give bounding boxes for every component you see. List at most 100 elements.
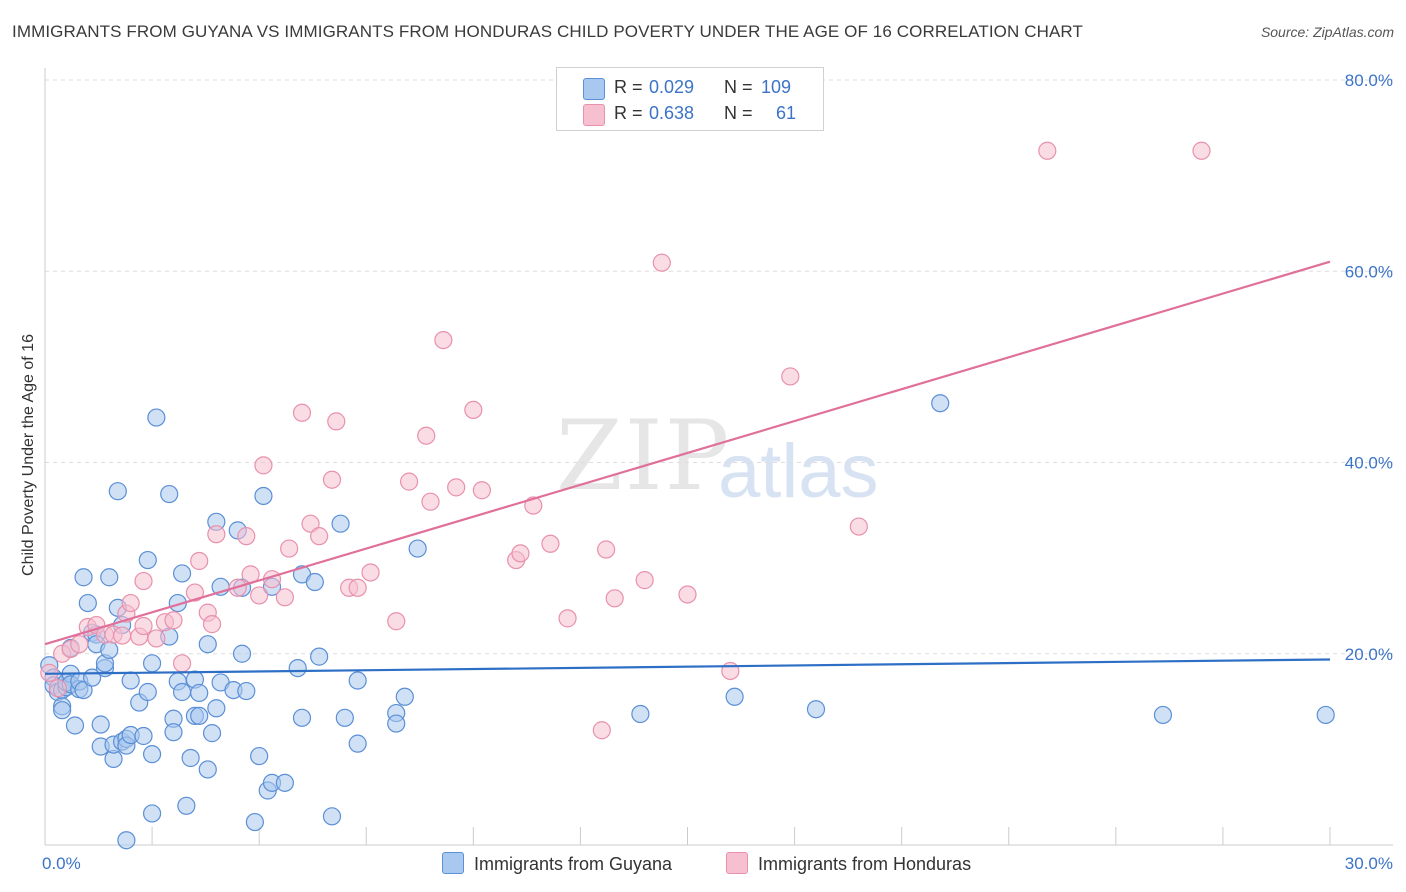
y-tick-labels: 20.0% 40.0% 60.0% 80.0% (1345, 71, 1393, 664)
point-guyana (117, 831, 136, 850)
point-guyana (305, 572, 324, 592)
point-honduras (447, 478, 466, 497)
point-guyana (91, 715, 110, 734)
legend-swatch-guyana (583, 78, 605, 100)
bottom-legend-honduras: Immigrants from Honduras (726, 852, 971, 875)
trend-lines (44, 260, 1331, 675)
point-guyana (631, 704, 650, 724)
point-honduras (310, 527, 329, 546)
legend-row-honduras: R = 0.638 N = 61 (557, 102, 823, 128)
point-honduras (541, 534, 560, 553)
point-honduras (635, 571, 654, 590)
point-guyana (172, 682, 192, 702)
point-guyana (207, 699, 226, 718)
series-guyana-points (40, 394, 1335, 850)
point-honduras (781, 367, 800, 386)
point-guyana (121, 671, 140, 690)
point-guyana (288, 658, 307, 678)
series-honduras-points (40, 141, 1211, 740)
point-guyana (164, 723, 183, 742)
point-guyana (198, 760, 217, 779)
point-honduras (348, 578, 367, 597)
point-guyana (408, 539, 427, 558)
watermark-atlas: atlas (718, 429, 879, 514)
point-honduras (292, 403, 312, 422)
point-guyana (348, 734, 367, 753)
point-honduras (185, 583, 205, 602)
point-honduras (387, 612, 406, 631)
point-honduras (1038, 141, 1057, 160)
point-guyana (806, 700, 826, 719)
point-honduras (301, 514, 320, 533)
point-honduras (121, 593, 140, 613)
point-honduras (327, 412, 346, 431)
point-guyana (202, 724, 222, 743)
point-honduras (322, 470, 342, 489)
point-honduras (421, 492, 440, 511)
point-guyana (147, 408, 166, 427)
point-guyana (331, 514, 350, 533)
point-honduras (207, 525, 226, 544)
axes (44, 68, 1393, 846)
point-guyana (387, 714, 406, 733)
bottom-legend-swatch-honduras (726, 852, 748, 874)
point-guyana (237, 681, 256, 701)
legend-row-guyana: R = 0.029 N = 109 (557, 76, 823, 102)
source-credit: Source: ZipAtlas.com (1260, 24, 1394, 40)
trend-line-honduras (44, 260, 1331, 646)
point-guyana (142, 804, 162, 823)
bottom-legend-guyana: Immigrants from Guyana (442, 852, 672, 875)
bottom-legend-label-honduras: Immigrants from Honduras (758, 854, 972, 874)
y-tick-label: 60.0% (1345, 262, 1393, 281)
legend-r-label: R = (614, 77, 643, 97)
legend-swatch-honduras (583, 104, 605, 126)
point-guyana (1153, 705, 1173, 725)
point-honduras (464, 400, 483, 420)
point-honduras (361, 563, 380, 582)
legend-n-label: N = (724, 77, 753, 97)
point-honduras (147, 629, 166, 648)
y-axis-label: Child Poverty Under the Age of 16 (20, 334, 37, 576)
point-honduras (164, 611, 183, 630)
point-guyana (245, 812, 264, 832)
point-guyana (190, 683, 209, 703)
point-guyana (65, 716, 85, 735)
point-honduras (721, 661, 740, 681)
point-guyana (275, 773, 294, 792)
y-tick-label: 40.0% (1345, 454, 1393, 473)
point-honduras (511, 544, 530, 563)
x-tick-labels: 0.0% 30.0% (42, 854, 1393, 873)
point-guyana (138, 550, 157, 570)
point-honduras (280, 539, 299, 558)
point-guyana (74, 680, 93, 700)
point-guyana (322, 807, 342, 826)
point-guyana (160, 484, 179, 504)
watermark-zip: ZIP (556, 400, 732, 512)
legend-r-value: 0.638 (649, 103, 695, 123)
point-honduras (434, 331, 453, 350)
point-honduras (558, 609, 577, 628)
point-honduras (172, 654, 192, 673)
y-tick-label: 80.0% (1345, 71, 1393, 90)
y-tick-label: 20.0% (1345, 645, 1393, 664)
point-honduras (134, 571, 153, 591)
point-honduras (254, 456, 273, 475)
chart-title: IMMIGRANTS FROM GUYANA VS IMMIGRANTS FRO… (12, 22, 1083, 41)
point-honduras (48, 679, 67, 698)
point-honduras (678, 585, 697, 604)
point-guyana (100, 640, 119, 660)
point-honduras (134, 616, 153, 636)
point-guyana (190, 706, 209, 726)
point-guyana (142, 654, 162, 673)
point-honduras (237, 527, 256, 546)
point-guyana (395, 687, 414, 706)
point-honduras (849, 517, 868, 536)
point-honduras (597, 540, 616, 559)
point-honduras (472, 481, 491, 500)
point-guyana (335, 708, 354, 727)
point-guyana (310, 647, 329, 666)
point-guyana (181, 748, 200, 768)
point-honduras (605, 589, 624, 608)
point-honduras (70, 635, 89, 654)
